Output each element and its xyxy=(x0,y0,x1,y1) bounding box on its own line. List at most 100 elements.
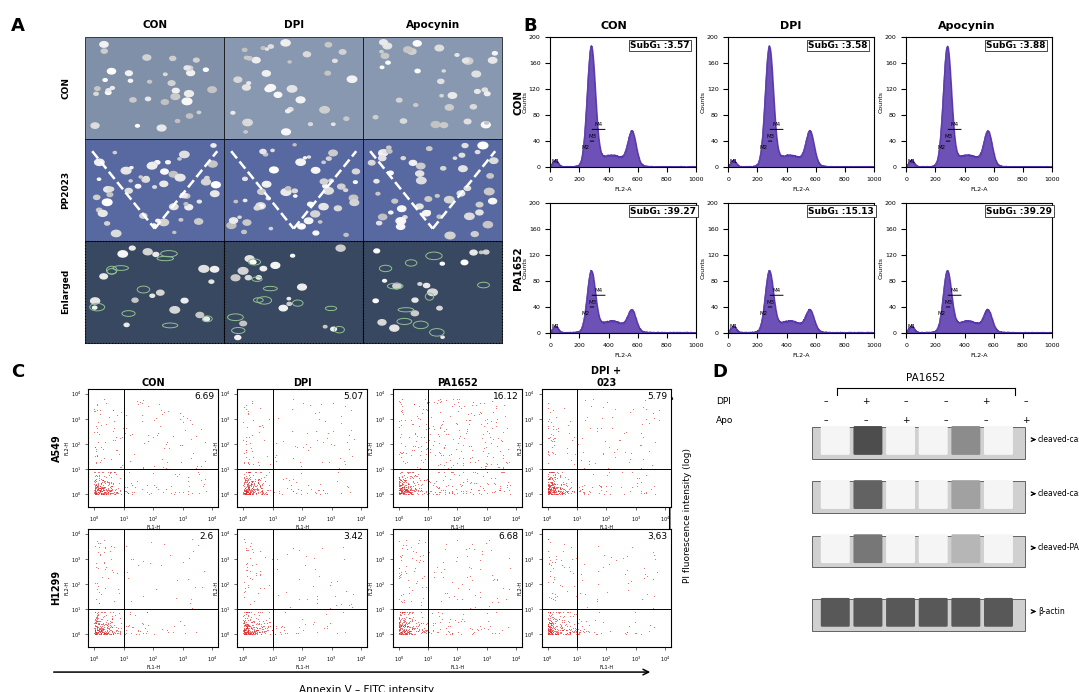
Point xyxy=(244,488,261,499)
Point xyxy=(305,617,323,628)
Point xyxy=(258,450,275,461)
Point xyxy=(557,620,574,631)
Circle shape xyxy=(238,268,248,274)
Point xyxy=(642,620,659,631)
Point xyxy=(400,608,418,619)
Point xyxy=(394,618,411,629)
Circle shape xyxy=(336,245,345,251)
Point xyxy=(236,628,254,639)
Point xyxy=(495,486,513,497)
Circle shape xyxy=(377,221,382,225)
Point xyxy=(136,437,153,448)
Point xyxy=(397,480,414,491)
Point xyxy=(406,623,423,634)
Point xyxy=(273,489,290,500)
Point xyxy=(549,478,566,489)
Point xyxy=(86,489,104,500)
Point xyxy=(473,489,490,500)
Point xyxy=(235,471,252,482)
Point xyxy=(542,466,559,477)
Point xyxy=(86,485,104,496)
Point xyxy=(564,610,582,621)
Circle shape xyxy=(103,79,107,82)
Circle shape xyxy=(293,144,296,146)
Point xyxy=(547,594,564,606)
Point xyxy=(90,486,107,498)
Point xyxy=(592,481,610,492)
Point xyxy=(126,482,144,493)
Bar xyxy=(811,482,1025,513)
Point xyxy=(460,583,477,594)
Point xyxy=(391,625,408,636)
Point xyxy=(96,486,113,498)
Point xyxy=(236,619,254,630)
Point xyxy=(240,619,257,630)
Point xyxy=(104,626,121,637)
Point xyxy=(559,486,576,497)
Point xyxy=(464,488,481,499)
Point xyxy=(400,624,418,635)
Circle shape xyxy=(209,280,214,283)
Point xyxy=(92,482,109,493)
Point xyxy=(455,488,473,499)
Point xyxy=(585,626,602,637)
Point xyxy=(406,614,423,626)
Point xyxy=(443,576,461,588)
Point xyxy=(391,612,408,623)
Bar xyxy=(364,241,502,343)
Point xyxy=(254,621,271,632)
Point xyxy=(551,481,569,492)
Point xyxy=(237,544,255,555)
Point xyxy=(546,448,563,459)
Point xyxy=(93,626,110,637)
Circle shape xyxy=(234,77,242,82)
Point xyxy=(395,626,412,637)
Point xyxy=(556,610,573,621)
Point xyxy=(544,628,561,639)
Point xyxy=(237,486,255,497)
Point xyxy=(393,407,410,418)
Point xyxy=(108,444,125,455)
Point xyxy=(410,400,427,411)
Point xyxy=(646,488,664,499)
Point xyxy=(540,482,557,493)
Point xyxy=(463,574,480,585)
Point xyxy=(404,444,421,455)
Point xyxy=(238,421,256,432)
Point xyxy=(242,480,259,491)
Point xyxy=(435,459,452,471)
Point xyxy=(632,488,650,499)
Point xyxy=(99,479,117,490)
Point xyxy=(391,477,408,488)
Circle shape xyxy=(465,213,474,219)
Point xyxy=(392,569,409,580)
Point xyxy=(154,486,172,498)
Point xyxy=(474,429,491,440)
Point xyxy=(630,473,647,484)
Point xyxy=(101,486,119,497)
Point xyxy=(401,486,419,498)
Point xyxy=(265,486,283,498)
Y-axis label: Counts: Counts xyxy=(878,91,884,113)
Point xyxy=(542,618,559,629)
Point xyxy=(94,484,111,495)
Point xyxy=(92,485,109,496)
Point xyxy=(190,540,207,551)
Point xyxy=(554,466,571,477)
Point xyxy=(236,625,254,636)
Point xyxy=(569,606,586,617)
Point xyxy=(400,488,418,499)
Point xyxy=(391,626,408,637)
Circle shape xyxy=(396,224,405,230)
Point xyxy=(540,468,557,480)
Text: +: + xyxy=(1022,416,1029,425)
Point xyxy=(254,478,271,489)
Point xyxy=(641,418,658,429)
Circle shape xyxy=(425,197,432,201)
Point xyxy=(615,428,632,439)
Circle shape xyxy=(329,179,333,182)
Point xyxy=(544,470,561,481)
Point xyxy=(259,621,276,632)
Point xyxy=(422,446,439,457)
Point xyxy=(479,447,496,458)
